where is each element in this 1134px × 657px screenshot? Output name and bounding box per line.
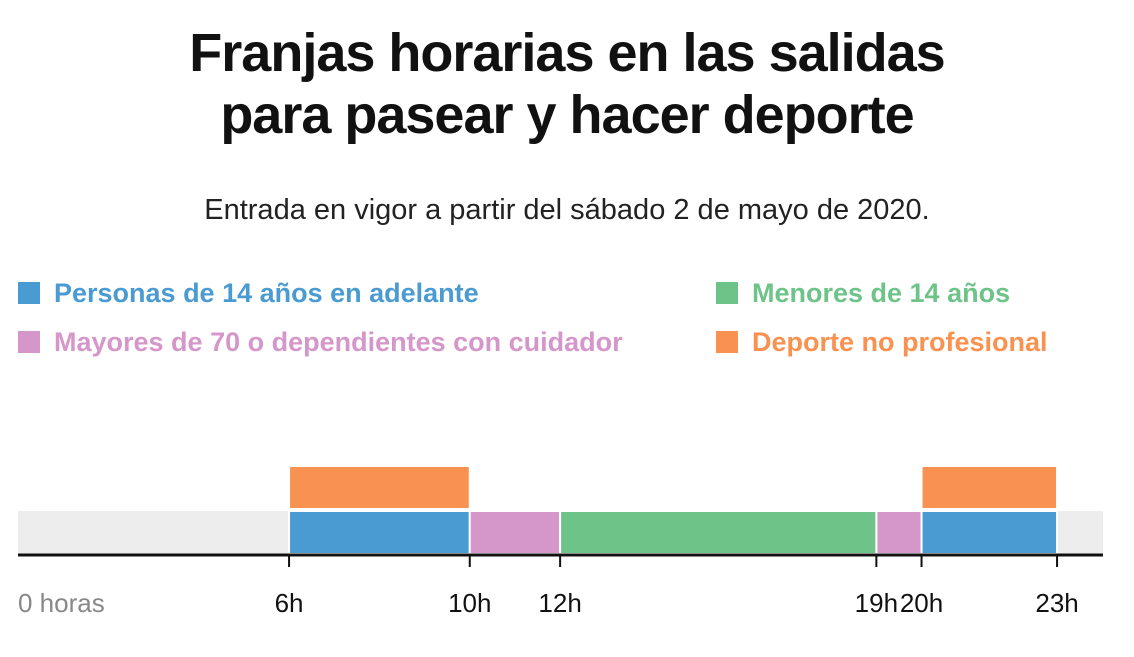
x-tick-label-5: 20h bbox=[900, 588, 943, 618]
legend-label-mayores: Mayores de 70 o dependientes con cuidado… bbox=[54, 326, 623, 357]
legend-swatch-blue bbox=[18, 282, 40, 304]
x-tick-label-1: 6h bbox=[275, 588, 304, 618]
legend-item-menores: Menores de 14 años bbox=[716, 276, 1010, 310]
bar-segment-3-1 bbox=[920, 465, 1059, 510]
legend-item-mayores: Mayores de 70 o dependientes con cuidado… bbox=[18, 325, 623, 359]
legend-swatch-green bbox=[716, 282, 738, 304]
bar-segment-1-1 bbox=[875, 510, 923, 555]
title-line-2: para pasear y hacer deporte bbox=[220, 85, 914, 145]
bar-segment-3-0 bbox=[288, 465, 471, 510]
legend-label-personas: Personas de 14 años en adelante bbox=[54, 277, 479, 308]
timeline-chart: 0 horas 6h 10h 12h 19h 20h 23h bbox=[18, 465, 1103, 618]
x-tick-label-3: 12h bbox=[538, 588, 581, 618]
bar-segment-2-0 bbox=[559, 510, 878, 555]
legend-swatch-pink bbox=[18, 331, 40, 353]
legend-item-personas: Personas de 14 años en adelante bbox=[18, 276, 479, 310]
x-tick-label-0: 0 horas bbox=[18, 588, 105, 618]
x-tick-label-2: 10h bbox=[448, 588, 491, 618]
legend-label-deporte: Deporte no profesional bbox=[752, 326, 1048, 357]
legend-item-deporte: Deporte no profesional bbox=[716, 325, 1048, 359]
x-tick-label-6: 23h bbox=[1035, 588, 1078, 618]
bar-segment-0-0 bbox=[288, 510, 471, 555]
bar-segment-0-1 bbox=[920, 510, 1059, 555]
bar-segment-1-0 bbox=[468, 510, 562, 555]
legend-swatch-orange bbox=[716, 331, 738, 353]
chart-subtitle: Entrada en vigor a partir del sábado 2 d… bbox=[204, 194, 930, 226]
legend-label-menores: Menores de 14 años bbox=[752, 277, 1011, 308]
title-line-1: Franjas horarias en las salidas bbox=[189, 23, 945, 83]
x-tick-label-4: 19h bbox=[855, 588, 898, 618]
chart-title: Franjas horarias en las salidas para pas… bbox=[0, 22, 1134, 146]
